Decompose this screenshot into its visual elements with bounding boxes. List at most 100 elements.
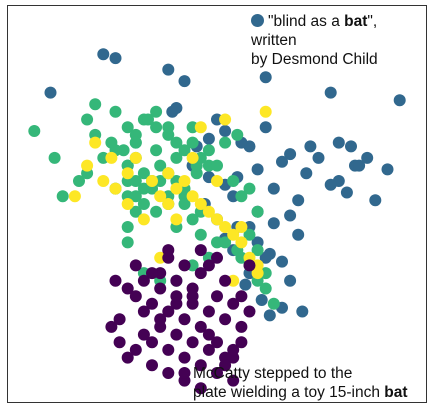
data-point-blue (267, 217, 280, 230)
data-point-blue (170, 102, 183, 114)
data-point-green (150, 144, 163, 157)
annotation-top-part-2: ", written (251, 13, 378, 49)
data-point-purple (211, 367, 223, 379)
data-point-purple (162, 244, 175, 257)
data-point-blue (227, 190, 240, 203)
data-point-purple (109, 274, 122, 287)
data-point-blue (332, 136, 345, 149)
data-point-blue (162, 63, 175, 76)
data-point-purple (235, 336, 248, 349)
data-point-purple (219, 313, 232, 326)
data-point-blue (219, 125, 232, 137)
data-point-blue (340, 186, 353, 199)
data-point-purple (202, 259, 215, 272)
data-point-purple (186, 290, 199, 303)
data-point-purple (194, 382, 207, 395)
data-point-blue (353, 159, 366, 172)
data-point-blue (324, 86, 337, 99)
data-point-purple (170, 297, 183, 310)
data-point-green (154, 159, 167, 172)
data-point-green (211, 159, 223, 172)
data-point-green (170, 151, 183, 164)
data-point-green (89, 98, 102, 111)
data-point-yellow (121, 167, 134, 180)
data-point-green (150, 205, 163, 218)
data-point-yellow (178, 175, 191, 187)
data-point-green (178, 198, 191, 210)
data-point-purple (154, 282, 167, 295)
data-point-purple (137, 274, 150, 287)
data-point-purple (162, 367, 175, 379)
data-point-green (129, 175, 142, 187)
data-point-green (137, 167, 150, 180)
data-point-blue (267, 182, 280, 195)
data-point-purple (137, 328, 150, 341)
data-point-blue (263, 247, 276, 260)
data-point-yellow (162, 167, 175, 180)
data-point-purple (211, 251, 223, 264)
data-point-green (235, 190, 248, 203)
data-point-green (48, 151, 61, 164)
data-point-blue (381, 163, 394, 176)
data-point-yellow (235, 221, 248, 233)
data-point-yellow (186, 190, 199, 203)
annotation-bottom-part-2: bat (384, 384, 408, 401)
data-point-purple (178, 367, 191, 379)
data-point-purple (105, 320, 118, 333)
data-point-green (219, 236, 232, 249)
data-point-green (142, 113, 154, 126)
annotation-top-part-0: "blind as a (268, 13, 345, 30)
data-point-green (154, 175, 167, 187)
data-point-blue (361, 151, 374, 164)
data-point-purple (211, 336, 223, 349)
data-point-blue (276, 155, 288, 168)
data-point-green (186, 121, 199, 134)
data-point-purple (227, 343, 240, 356)
data-point-green (170, 136, 183, 149)
annotation-top-part-1: bat (344, 13, 368, 30)
data-point-blue (284, 148, 297, 161)
data-point-yellow (146, 175, 158, 187)
data-point-green (186, 136, 199, 149)
data-point-purple (186, 336, 199, 349)
data-point-yellow (186, 151, 199, 164)
data-point-purple (227, 297, 240, 310)
data-point-purple (146, 336, 158, 349)
data-point-blue (324, 178, 337, 191)
annotation-top: "blind as a bat", written by Desmond Chil… (251, 12, 426, 69)
data-point-blue (44, 86, 57, 99)
data-point-yellow (105, 151, 118, 164)
data-point-blue (109, 52, 122, 65)
data-point-green (56, 190, 69, 203)
data-point-green (121, 236, 134, 249)
data-point-yellow (109, 182, 122, 195)
data-point-blue (292, 228, 305, 241)
data-point-yellow (154, 190, 167, 203)
data-point-yellow (97, 175, 110, 187)
data-point-green (231, 128, 244, 141)
data-point-yellow (89, 136, 102, 149)
data-point-blue (296, 305, 309, 318)
data-point-purple (170, 328, 183, 341)
data-point-green (178, 144, 191, 157)
data-point-yellow (235, 236, 248, 249)
data-point-purple (137, 305, 150, 318)
data-point-yellow (170, 182, 183, 195)
data-point-green (121, 121, 134, 134)
data-point-purple (162, 343, 175, 356)
data-point-blue (255, 294, 268, 306)
data-point-green (202, 144, 215, 157)
data-point-purple (146, 267, 158, 280)
data-point-purple (202, 305, 215, 318)
data-point-purple (121, 282, 134, 295)
data-point-green (251, 205, 264, 218)
data-point-purple (219, 274, 232, 287)
data-point-yellow (170, 213, 183, 226)
data-point-blue (259, 121, 272, 134)
data-point-purple (211, 290, 223, 303)
data-point-purple (194, 267, 207, 280)
data-point-blue (369, 194, 382, 207)
data-point-purple (162, 305, 175, 318)
data-point-blue (345, 140, 357, 153)
data-point-yellow (194, 121, 207, 134)
